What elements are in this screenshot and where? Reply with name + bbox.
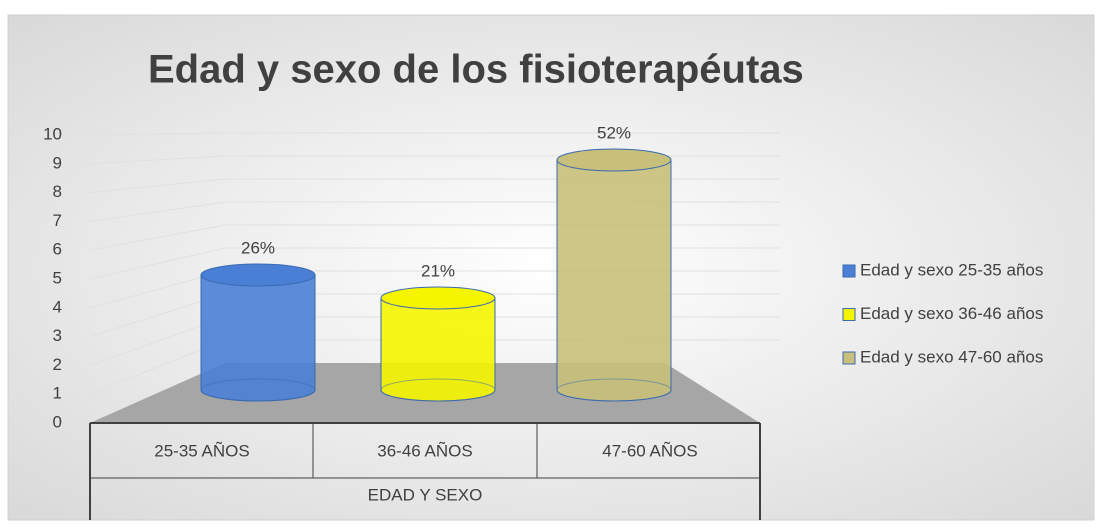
bar-part: [380, 378, 496, 402]
data-label: 52%: [597, 123, 631, 142]
y-tick-label: 0: [53, 412, 62, 431]
bar-part: [556, 159, 672, 402]
bar: [200, 263, 316, 402]
bar-part: [200, 263, 316, 287]
y-tick-label: 10: [43, 124, 62, 143]
y-tick-label: 2: [53, 355, 62, 374]
data-label: 21%: [421, 261, 455, 280]
y-tick-label: 4: [53, 297, 62, 316]
x-tick-label: 25-35 AÑOS: [154, 441, 249, 460]
x-tick-label: 47-60 AÑOS: [602, 441, 697, 460]
y-tick-label: 5: [53, 268, 62, 287]
bar-part: [556, 148, 672, 172]
x-axis-title: EDAD Y SEXO: [368, 485, 483, 504]
legend-swatch: [842, 351, 856, 365]
bar: [556, 148, 672, 402]
y-tick-label: 3: [53, 326, 62, 345]
y-tick-label: 9: [53, 153, 62, 172]
bar-part: [556, 378, 672, 402]
y-tick-label: 1: [53, 384, 62, 403]
legend-label: Edad y sexo 25-35 años: [860, 260, 1043, 279]
x-tick-label: 36-46 AÑOS: [377, 441, 472, 460]
bar-part: [380, 297, 496, 402]
chart-area: [7, 14, 1095, 521]
legend-swatch: [842, 308, 856, 321]
y-tick-label: 7: [53, 211, 62, 230]
y-tick-label: 8: [53, 182, 62, 201]
bar-part: [380, 286, 496, 310]
data-label: 26%: [241, 238, 275, 257]
legend-label: Edad y sexo 47-60 años: [860, 347, 1043, 366]
legend-swatch: [842, 264, 856, 278]
legend-label: Edad y sexo 36-46 años: [860, 304, 1043, 323]
y-tick-label: 6: [53, 240, 62, 259]
chart-title: Edad y sexo de los fisioterapéutas: [148, 48, 804, 92]
grid-line: [89, 132, 780, 136]
bar-part: [200, 378, 316, 402]
bar: [380, 286, 496, 402]
